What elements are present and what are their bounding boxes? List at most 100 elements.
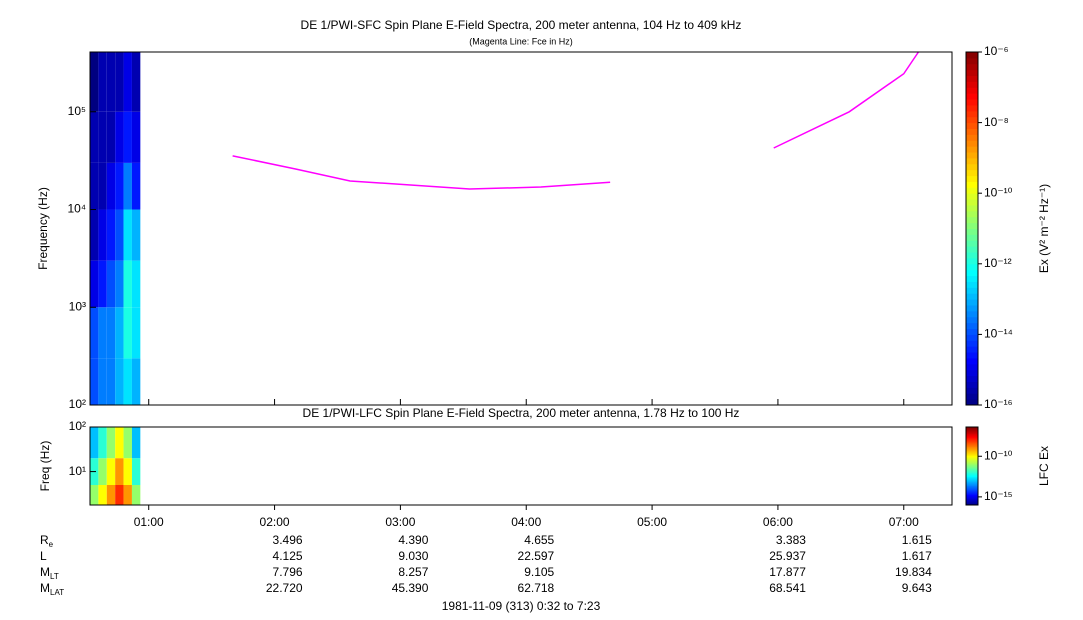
heatmap-cell [98, 162, 107, 210]
colorbar-swatch [966, 81, 978, 88]
colorbar-swatch [966, 446, 978, 449]
ephemeris-value: 9.643 [902, 581, 932, 595]
colorbar-swatch [966, 488, 978, 490]
colorbar-swatch [966, 480, 978, 483]
heatmap-cell [106, 162, 116, 210]
colorbar-swatch [966, 269, 978, 277]
colorbar-swatch [966, 75, 978, 82]
colorbar-swatch [966, 346, 978, 353]
colorbar-swatch [966, 234, 978, 241]
colorbar-swatch [966, 322, 978, 330]
ephemeris-label: MLT [40, 565, 59, 581]
ephemeris-value: 22.720 [266, 581, 303, 595]
ephemeris-label: L [40, 549, 47, 563]
heatmap-cell [131, 111, 141, 163]
colorbar-swatch [966, 455, 978, 458]
colorbar-swatch [966, 433, 978, 436]
colorbar-swatch [966, 199, 978, 206]
colorbar-swatch [966, 484, 978, 486]
colorbar-swatch [966, 316, 978, 324]
footer: 1981-11-09 (313) 0:32 to 7:23 [442, 599, 601, 613]
heatmap-cell [106, 358, 116, 405]
colorbar-swatch [966, 110, 978, 118]
colorbar-swatch [966, 204, 978, 212]
heatmap-cell [115, 52, 124, 112]
colorbar-swatch [966, 460, 978, 463]
heatmap-cell [90, 485, 99, 505]
heatmap-cell [98, 260, 107, 308]
colorbar-swatch [966, 428, 978, 431]
x-tick-label: 06:00 [763, 515, 793, 529]
colorbar-swatch [966, 222, 978, 229]
colorbar-swatch [966, 499, 978, 502]
colorbar-swatch [966, 328, 978, 335]
heatmap-cell [115, 209, 124, 261]
heatmap-cell [123, 162, 132, 210]
colorbar-swatch [966, 340, 978, 347]
ephemeris-sub: LAT [50, 588, 64, 597]
chart-title: DE 1/PWI-SFC Spin Plane E-Field Spectra,… [301, 18, 742, 32]
colorbar-swatch [966, 387, 978, 394]
ephemeris-value: 3.383 [776, 533, 806, 547]
heatmap-cell [90, 52, 99, 112]
colorbar-swatch [966, 447, 978, 450]
heatmap-cell [123, 209, 132, 261]
colorbar-swatch [966, 87, 978, 94]
colorbar-swatch [966, 456, 978, 459]
ephemeris-value: 8.257 [398, 565, 428, 579]
colorbar-swatch [966, 489, 978, 492]
colorbar-swatch [966, 473, 978, 476]
plot-frame [89, 51, 953, 406]
chart-title: DE 1/PWI-LFC Spin Plane E-Field Spectra,… [303, 406, 740, 420]
colorbar-swatch [966, 450, 978, 453]
colorbar-swatch [966, 399, 978, 406]
heatmap-cell [131, 52, 141, 112]
heatmap-cell [131, 458, 141, 486]
heatmap-cell [98, 485, 107, 505]
colorbar-frame [965, 426, 979, 506]
ephemeris-value: 9.105 [524, 565, 554, 579]
x-tick-label: 02:00 [260, 515, 290, 529]
ephemeris-value: 19.834 [895, 565, 932, 579]
heatmap-cell [115, 260, 124, 308]
x-tick-label: 04:00 [511, 515, 541, 529]
heatmap-cell [131, 307, 141, 359]
heatmap-cell [90, 260, 99, 308]
colorbar-swatch [966, 464, 978, 467]
ephemeris-value: 1.617 [902, 549, 932, 563]
x-tick-label: 03:00 [385, 515, 415, 529]
colorbar-swatch [966, 134, 978, 141]
colorbar-swatch [966, 352, 978, 359]
heatmap-cell [131, 358, 141, 405]
colorbar-swatch [966, 501, 978, 503]
colorbar-swatch [966, 310, 978, 318]
y-axis-label: Freq (Hz) [38, 441, 52, 492]
heatmap-cell [123, 427, 132, 459]
heatmap-cell [98, 209, 107, 261]
heatmap-cell [90, 307, 99, 359]
heatmap-cell [115, 111, 124, 163]
heatmap-cell [98, 358, 107, 405]
colorbar-swatch [966, 163, 978, 171]
heatmap-cell [106, 111, 116, 163]
colorbar-swatch [966, 52, 978, 59]
colorbar-swatch [966, 393, 978, 400]
colorbar-swatch [966, 299, 978, 306]
colorbar-swatch [966, 293, 978, 300]
ephemeris-sub: e [49, 540, 54, 549]
colorbar-swatch [966, 157, 978, 165]
colorbar-swatch [966, 494, 978, 497]
colorbar-swatch [966, 128, 978, 135]
colorbar-label: LFC Ex [1037, 446, 1051, 486]
colorbar-tick-label: 10⁻¹⁶ [984, 397, 1013, 411]
colorbar-swatch [966, 169, 978, 177]
colorbar-swatch [966, 481, 978, 484]
colorbar-swatch [966, 454, 978, 457]
ephemeris-label: MLAT [40, 581, 64, 597]
x-tick-label: 07:00 [889, 515, 919, 529]
colorbar-swatch [966, 482, 978, 485]
colorbar-swatch [966, 438, 978, 441]
colorbar-swatch [966, 451, 978, 454]
ephemeris-value: 9.030 [398, 549, 428, 563]
